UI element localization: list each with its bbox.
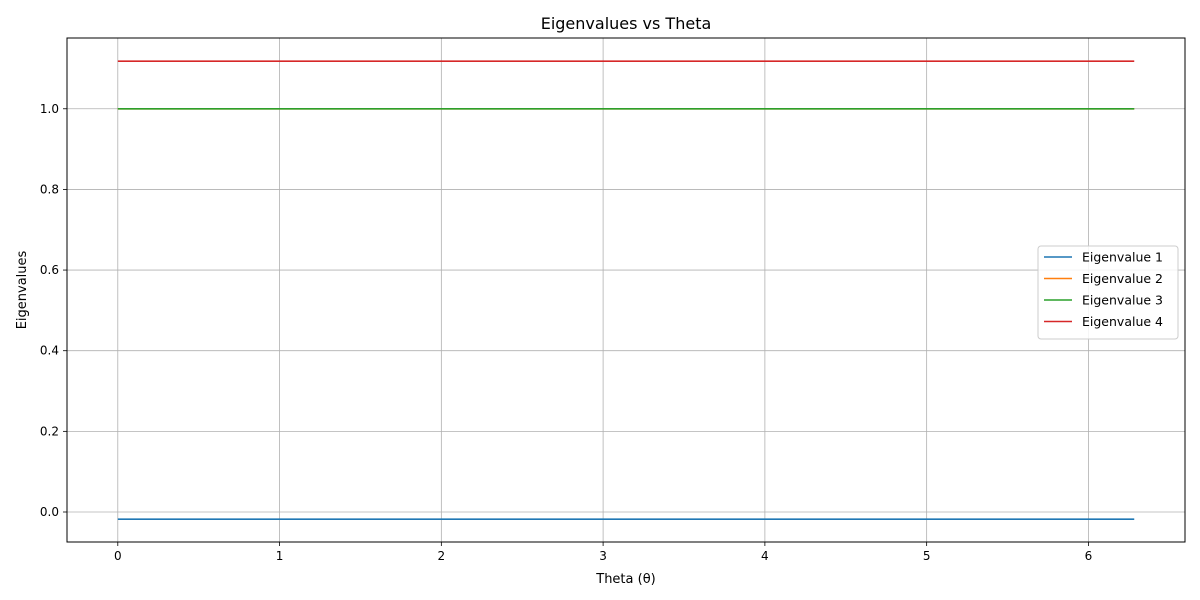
- y-tick-label: 1.0: [40, 102, 59, 116]
- y-tick-label: 0.6: [40, 263, 59, 277]
- ticks: 0 1 2 3 4 5 6 0.0 0.2 0.4 0.6 0.8 1.0: [40, 102, 1092, 563]
- x-tick-label: 3: [599, 549, 607, 563]
- legend-box: [1037, 245, 1179, 340]
- x-tick-label: 6: [1085, 549, 1093, 563]
- y-axis-label: Eigenvalues: [15, 250, 30, 329]
- y-tick-label: 0.2: [40, 424, 59, 438]
- legend: Eigenvalue 1 Eigenvalue 2 Eigenvalue 3 Eige…: [1037, 245, 1179, 340]
- x-tick-label: 2: [438, 549, 446, 563]
- x-tick-label: 1: [276, 549, 284, 563]
- y-tick-label: 0.8: [40, 182, 59, 196]
- x-tick-label: 0: [114, 549, 122, 563]
- chart-title: Eigenvalues vs Theta: [541, 14, 712, 33]
- legend-label: Eigenvalue 3: [1082, 293, 1163, 308]
- y-tick-label: 0.0: [40, 505, 59, 519]
- legend-label: Eigenvalue 1: [1082, 250, 1163, 265]
- x-tick-label: 5: [923, 549, 931, 563]
- axes-frame: [66, 37, 1186, 543]
- legend-label: Eigenvalue 4: [1082, 314, 1163, 329]
- series-lines: [117, 60, 1135, 520]
- legend-label: Eigenvalue 2: [1082, 271, 1163, 286]
- y-tick-label: 0.4: [40, 344, 59, 358]
- x-tick-label: 4: [761, 549, 769, 563]
- x-axis-label: Theta (θ): [595, 572, 655, 587]
